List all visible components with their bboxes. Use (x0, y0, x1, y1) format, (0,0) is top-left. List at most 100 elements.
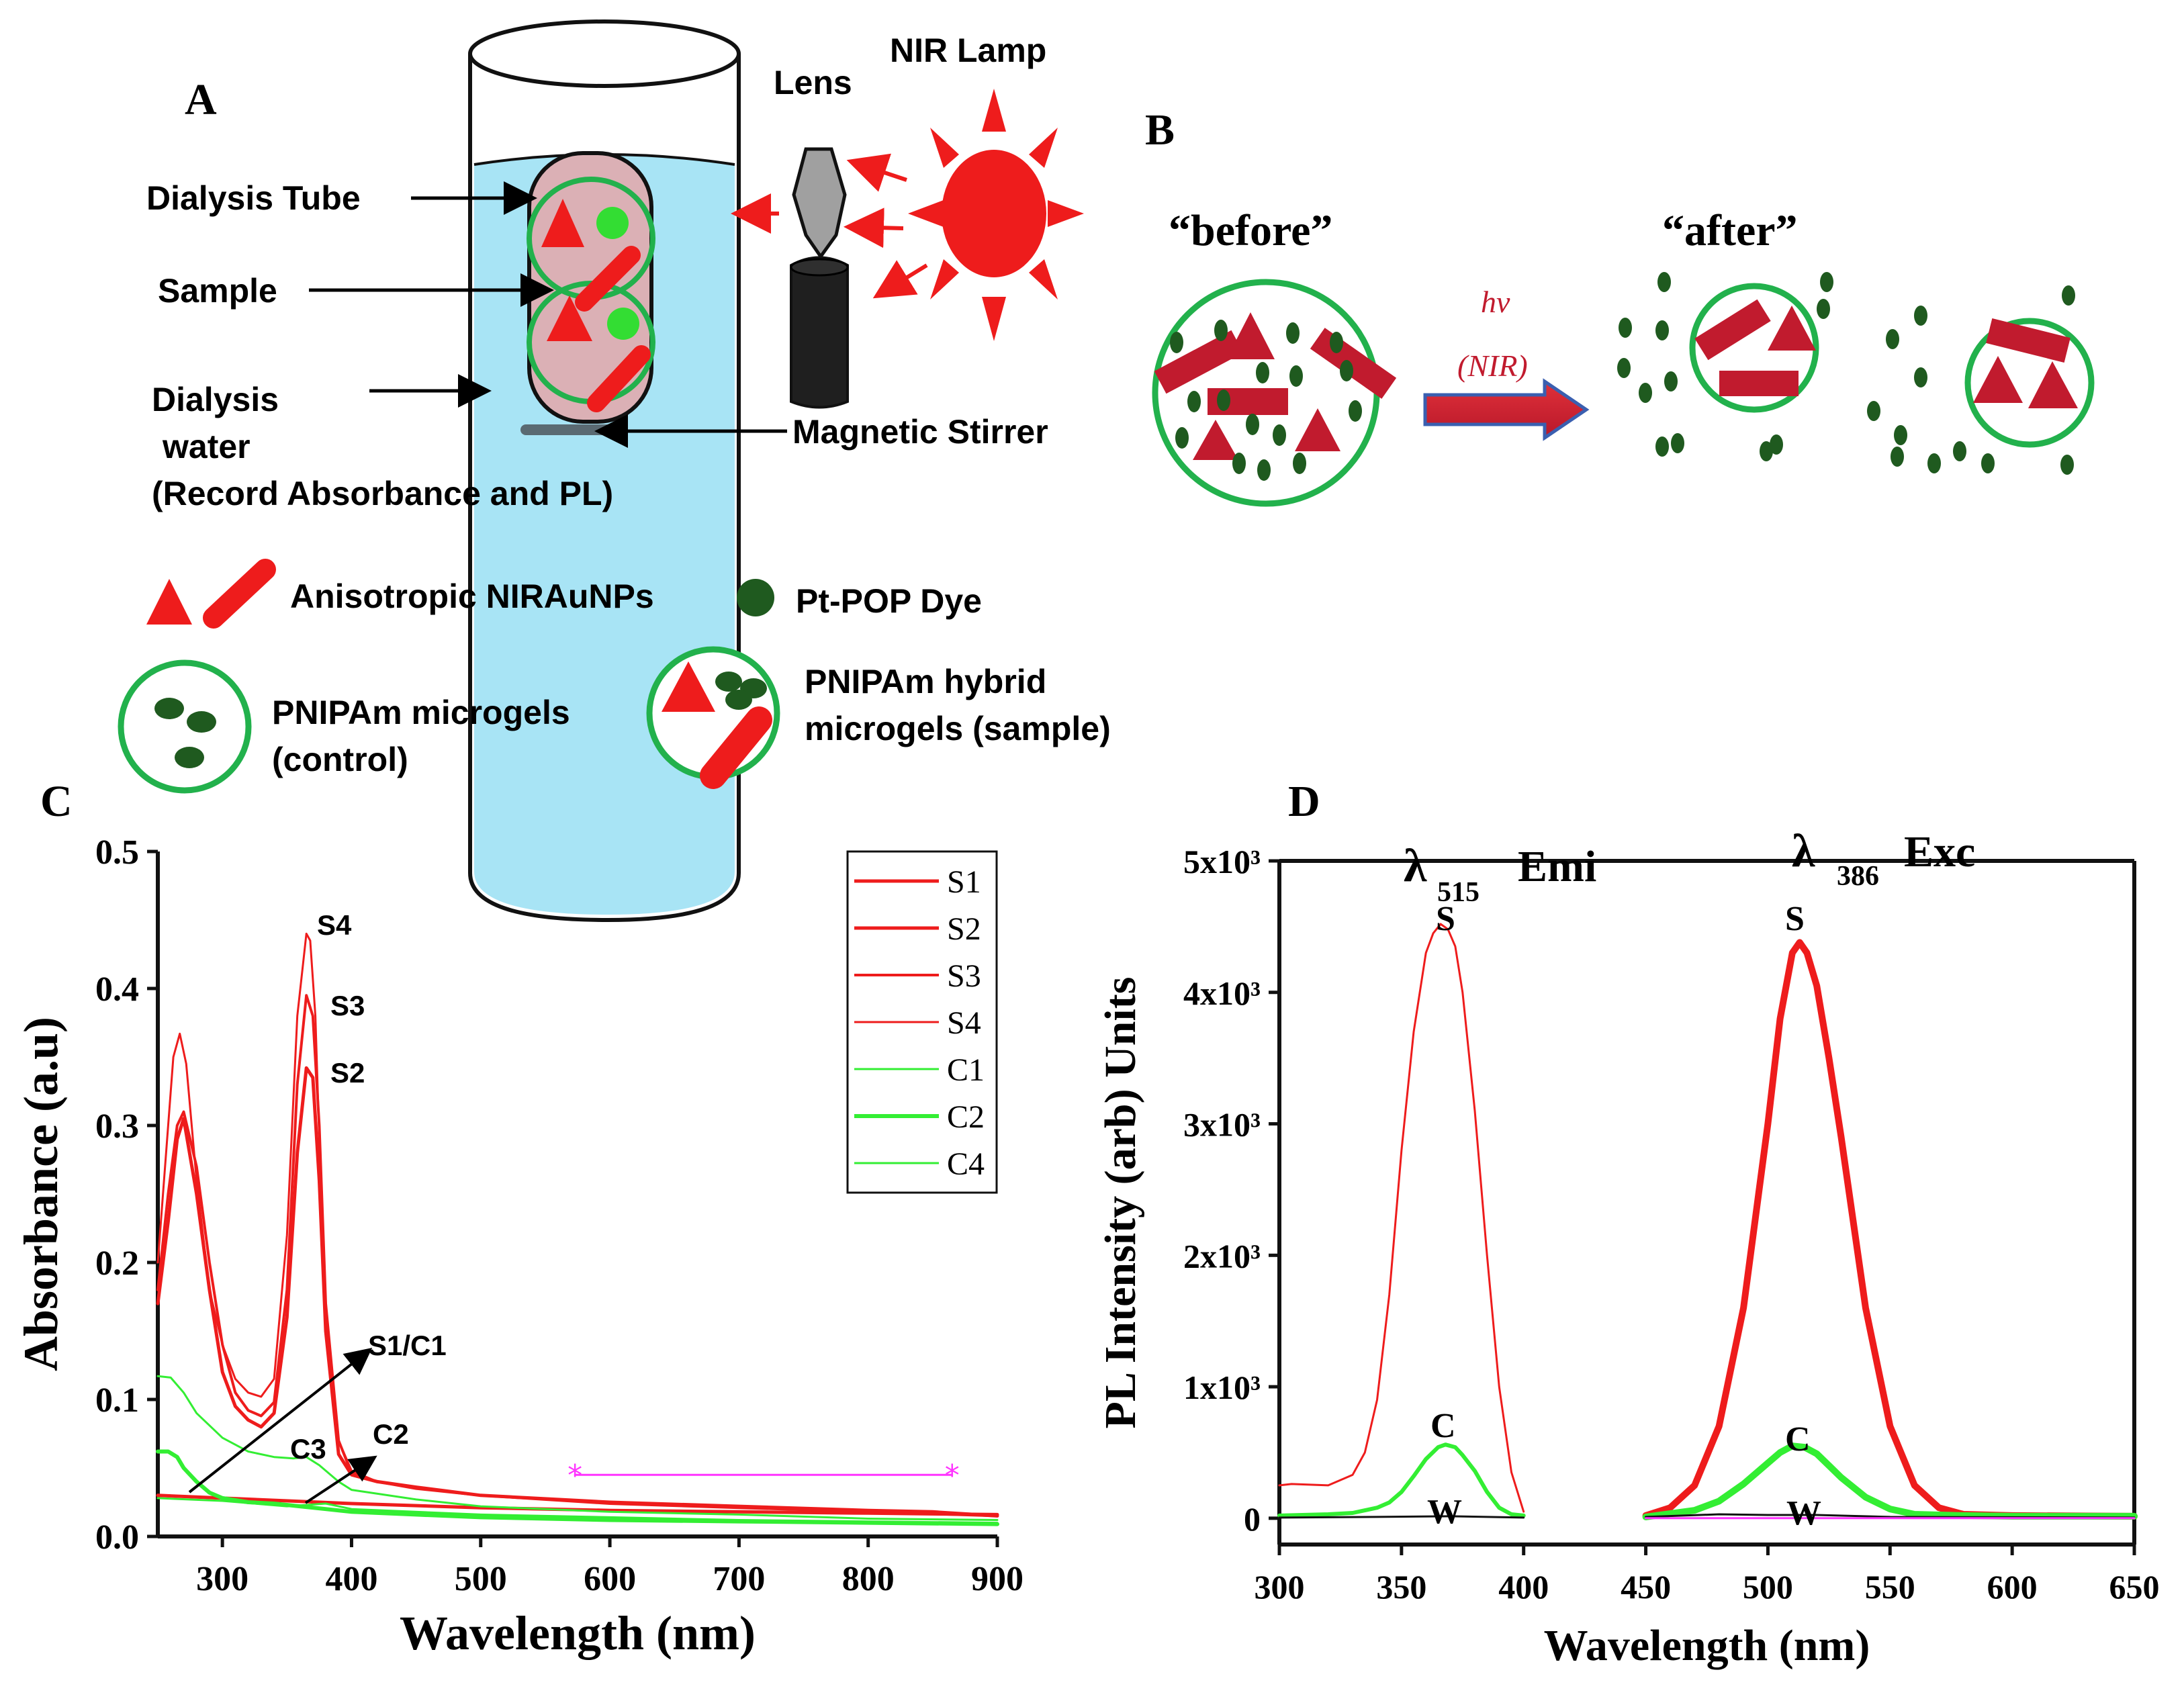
x-tick-label: 400 (1498, 1568, 1549, 1606)
x-tick-label: 500 (1743, 1568, 1793, 1606)
label-dialysis-tube: Dialysis Tube (146, 179, 361, 217)
panel-a-letter: A (185, 75, 217, 124)
legend-label-c4: C4 (947, 1146, 985, 1182)
title-exc-sub: 386 (1837, 861, 1879, 892)
label-w-emi: W (1427, 1493, 1462, 1531)
reference-marker: * (945, 1459, 960, 1493)
y-tick-label: 0.5 (95, 833, 139, 872)
label-after: “after” (1662, 206, 1798, 255)
x-tick-label: 700 (713, 1560, 765, 1598)
series-s4 (156, 932, 999, 1517)
annotation-c3: C3 (290, 1433, 326, 1465)
label-stirrer: Magnetic Stirrer (792, 413, 1048, 451)
series-c4 (156, 1497, 999, 1524)
x-tick-label: 450 (1621, 1568, 1671, 1606)
beaker-rim (468, 19, 741, 88)
label-record: (Record Absorbance and PL) (152, 475, 613, 512)
label-sample: Sample (158, 272, 277, 310)
y-tick-label: 5x10³ (1183, 843, 1261, 880)
panel-d-letter: D (1288, 777, 1320, 826)
legend-dye: Pt-POP Dye (796, 582, 982, 620)
title-emi-text: Emi (1518, 842, 1596, 891)
nir-lamp-icon (908, 89, 1084, 341)
nirau-rod-icon (587, 345, 651, 412)
panel-c-letter: C (40, 777, 73, 826)
stir-bar (520, 424, 615, 435)
dialysis-tube (527, 151, 655, 424)
x-tick-label: 600 (1987, 1568, 2038, 1606)
before-microgel (1152, 279, 1397, 507)
legend-label-c1: C1 (947, 1052, 985, 1088)
legend-label-s1: S1 (947, 864, 981, 900)
series-s-515-emi (1278, 923, 1525, 1513)
nirau-rod-icon (203, 559, 276, 629)
annotation-s2: S2 (330, 1057, 365, 1089)
dye-dot-icon (737, 579, 774, 616)
panel-d: D 300 350 400 450 500 550 600 650 0 1x10³ 2x10³ 3x1… (1096, 777, 2160, 1670)
light-arrow-icon (872, 260, 928, 299)
x-tick-label: 400 (325, 1560, 377, 1598)
label-dialysis-water-1: Dialysis (152, 381, 279, 418)
label-c-emi: C (1430, 1407, 1456, 1445)
series-w-515-emi (1278, 1515, 1525, 1519)
x-tick-label: 550 (1865, 1568, 1915, 1606)
label-hv: hv (1481, 285, 1510, 319)
chart-c: 300 400 500 600 700 800 900 0.0 0.1 0.2 0.3 0.4 0.5 W… (14, 833, 1023, 1660)
y-tick-label: 3x10³ (1183, 1106, 1261, 1144)
light-arrow-icon (846, 153, 907, 192)
nirau-triangle-icon (541, 199, 584, 247)
y-tick-label: 0.3 (95, 1107, 139, 1146)
series-c-386-exc (1642, 1442, 2138, 1520)
label-before: “before” (1169, 206, 1332, 255)
series-w-386-exc (1645, 1513, 2136, 1519)
label-w-exc: W (1786, 1494, 1821, 1532)
series-s-386-exc (1642, 939, 2138, 1520)
title-exc-lambda: λ (1792, 825, 1815, 877)
legend-nirau: Anisotropic NIRAuNPs (290, 578, 654, 615)
title-emi-sub: 515 (1437, 877, 1480, 908)
y-tick-label: 4x10³ (1183, 974, 1261, 1012)
dye-dot-icon (607, 308, 639, 340)
y-tick-label: 2x10³ (1183, 1237, 1261, 1275)
x-axis-label: Wavelength (nm) (400, 1606, 756, 1660)
x-tick-label: 500 (455, 1560, 507, 1598)
label-s-emi: S (1436, 900, 1455, 938)
legend-label-s4: S4 (947, 1005, 981, 1041)
label-s-exc: S (1785, 900, 1805, 938)
annotation-s4: S4 (317, 909, 352, 941)
label-lamp: NIR Lamp (890, 32, 1046, 69)
y-axis-label: PL Intensity (arb) Units (1096, 977, 1145, 1429)
control-microgel-icon (118, 659, 252, 794)
y-tick-label: 0.2 (95, 1244, 139, 1283)
title-emi-lambda: λ (1404, 840, 1427, 892)
y-axis-label: Absorbance (a.u) (14, 1017, 68, 1371)
y-tick-label: 0 (1244, 1500, 1261, 1538)
label-nir: (NIR) (1457, 349, 1528, 383)
series-c-515-emi (1277, 1442, 1526, 1518)
x-tick-label: 600 (584, 1560, 636, 1598)
label-lens: Lens (774, 64, 852, 101)
y-tick-label: 0.0 (95, 1518, 139, 1557)
y-tick-label: 0.4 (95, 970, 139, 1009)
nirau-triangle-icon (547, 295, 592, 341)
nirau-rod-icon (575, 246, 641, 312)
label-dialysis-water-2: water (162, 428, 251, 465)
legend-label-s3: S3 (947, 958, 981, 994)
legend-microgel-1: PNIPAm microgels (272, 694, 570, 731)
annotation-s1-c1: S1/C1 (368, 1330, 447, 1361)
annotation-arrow (188, 1348, 373, 1493)
legend-hybrid-2: microgels (sample) (805, 710, 1111, 747)
series-c1 (156, 1375, 999, 1521)
x-axis-label: Wavelength (nm) (1544, 1621, 1870, 1670)
dye-dot-icon (596, 207, 629, 239)
legend-label-s2: S2 (947, 911, 981, 947)
lens-icon (792, 147, 847, 260)
legend-microgel-2: (control) (272, 741, 408, 778)
y-tick-label: 1x10³ (1183, 1369, 1261, 1406)
x-tick-label: 800 (842, 1560, 895, 1598)
light-arrow-icon (844, 208, 904, 248)
x-tick-label: 300 (1255, 1568, 1305, 1606)
x-tick-label: 900 (971, 1560, 1023, 1598)
title-exc-text: Exc (1904, 827, 1975, 876)
reference-marker: * (567, 1459, 582, 1493)
